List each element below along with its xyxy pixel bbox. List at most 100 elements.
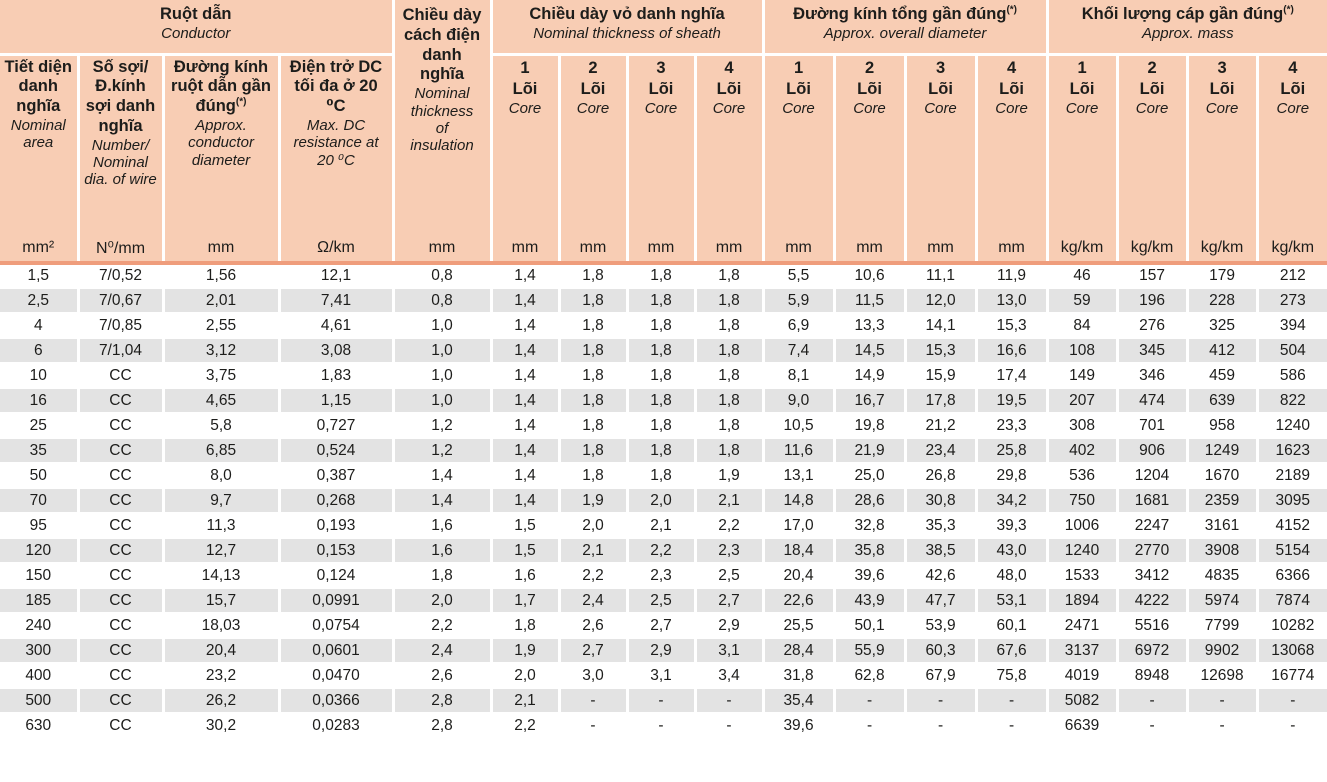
table-cell: 1,4: [489, 263, 559, 289]
core-col-header: 1 Lõi Core: [1045, 54, 1118, 234]
cable-specification-table: Ruột dẫn Conductor Chiều dày cách điện d…: [0, 0, 1327, 739]
table-cell: 400: [0, 663, 78, 689]
group-title-en: Nominal thickness of sheath: [533, 24, 721, 42]
table-cell: 639: [1185, 388, 1258, 414]
table-cell: 1,8: [693, 288, 764, 314]
core-col-header: 1 Lõi Core: [489, 54, 559, 234]
table-row: 6 7/1,04 3,12 3,08 1,0 1,4 1,8 1,8 1,8 7,4 14,5 15,…: [0, 338, 1327, 364]
table-cell: 1,8: [693, 313, 764, 339]
table-cell: 1,4: [489, 438, 559, 464]
table-cell: 504: [1255, 338, 1327, 364]
table-cell: 7874: [1255, 588, 1327, 614]
table-cell: 2,5: [0, 288, 78, 314]
table-row: 70 CC 9,7 0,268 1,4 1,4 1,9 2,0 2,1 14,8 28,6 30,8 3…: [0, 488, 1327, 514]
table-cell: 240: [0, 613, 78, 639]
table-cell: 21,2: [903, 413, 977, 439]
table-cell: 39,3: [974, 513, 1048, 539]
table-cell: 30,8: [903, 488, 977, 514]
table-cell: 394: [1255, 313, 1327, 339]
group-header-mass: Khối lượng cáp gần đúng(*) Approx. mass: [1045, 0, 1327, 56]
table-cell: 1,8: [625, 413, 695, 439]
table-cell: CC: [76, 688, 163, 714]
table-cell: 1894: [1045, 588, 1118, 614]
table-cell: 17,8: [903, 388, 977, 414]
table-cell: 6: [0, 338, 78, 364]
table-cell: 53,1: [974, 588, 1048, 614]
table-cell: 46: [1045, 263, 1118, 289]
group-header-row: Ruột dẫn Conductor Chiều dày cách điện d…: [0, 0, 1327, 234]
table-cell: 1,5: [489, 538, 559, 564]
table-cell: 1,8: [693, 388, 764, 414]
table-cell: 19,8: [832, 413, 906, 439]
table-cell: 149: [1045, 363, 1118, 389]
table-row: 25 CC 5,8 0,727 1,2 1,4 1,8 1,8 1,8 10,5 19,8 21,2 2…: [0, 413, 1327, 439]
core-label-en: Core: [1276, 100, 1310, 118]
table-cell: CC: [76, 613, 163, 639]
unit-cell: kg/km: [1045, 234, 1118, 265]
core-label-vi: Lõi: [857, 79, 882, 98]
table-cell: 4,65: [161, 388, 279, 414]
table-cell: 10: [0, 363, 78, 389]
table-cell: 11,5: [832, 288, 906, 314]
table-cell: 345: [1115, 338, 1188, 364]
table-cell: 35,4: [761, 688, 835, 714]
table-cell: 325: [1185, 313, 1258, 339]
table-cell: 25,0: [832, 463, 906, 489]
core-label-vi: Lõi: [580, 79, 606, 98]
table-cell: 0,8: [391, 263, 491, 289]
table-cell: 0,193: [277, 513, 393, 539]
table-cell: 60,1: [974, 613, 1048, 639]
table-cell: 1,4: [489, 363, 559, 389]
footnote-marker: (*): [1006, 4, 1018, 16]
table-cell: 3095: [1255, 488, 1327, 514]
table-cell: 15,7: [161, 588, 279, 614]
table-cell: 1,6: [391, 513, 491, 539]
table-cell: 7/0,52: [76, 263, 163, 289]
table-cell: 1,8: [693, 263, 764, 289]
footnote-marker: (*): [235, 96, 247, 108]
core-label-en: Core: [508, 100, 542, 118]
core-count-label: 1: [1077, 58, 1087, 77]
table-row: 16 CC 4,65 1,15 1,0 1,4 1,8 1,8 1,8 9,0 16,7 17,8 19…: [0, 388, 1327, 414]
table-cell: 1,8: [557, 263, 627, 289]
table-cell: 59: [1045, 288, 1118, 314]
table-cell: 0,0366: [277, 688, 393, 714]
table-cell: -: [1255, 688, 1327, 714]
table-cell: -: [693, 713, 764, 739]
table-cell: 21,9: [832, 438, 906, 464]
table-cell: 42,6: [903, 563, 977, 589]
table-cell: 8948: [1115, 663, 1188, 689]
table-cell: 17,4: [974, 363, 1048, 389]
table-cell: 1,9: [489, 638, 559, 664]
table-cell: 2,1: [693, 488, 764, 514]
table-cell: 179: [1185, 263, 1258, 289]
table-cell: 2,5: [625, 588, 695, 614]
table-cell: 1,8: [625, 438, 695, 464]
core-col-header: 3 Lõi Core: [1185, 54, 1258, 234]
table-cell: CC: [76, 538, 163, 564]
core-col-header: 4 Lõi Core: [974, 54, 1048, 234]
table-cell: 1,4: [391, 463, 491, 489]
table-cell: 18,03: [161, 613, 279, 639]
table-row: 95 CC 11,3 0,193 1,6 1,5 2,0 2,1 2,2 17,0 32,8 35,3…: [0, 513, 1327, 539]
table-cell: 459: [1185, 363, 1258, 389]
table-cell: -: [625, 713, 695, 739]
table-cell: 196: [1115, 288, 1188, 314]
table-cell: 0,153: [277, 538, 393, 564]
table-cell: 1204: [1115, 463, 1188, 489]
table-cell: 958: [1185, 413, 1258, 439]
table-cell: 1,8: [489, 613, 559, 639]
core-label-en: Core: [782, 100, 815, 118]
table-cell: 2,8: [391, 713, 491, 739]
table-cell: 0,8: [391, 288, 491, 314]
table-cell: 5082: [1045, 688, 1118, 714]
table-cell: 11,9: [974, 263, 1048, 289]
core-label-vi: Lõi: [928, 79, 953, 98]
table-cell: 1240: [1255, 413, 1327, 439]
group-title-vi: Khối lượng cáp gần đúng(*): [1081, 4, 1294, 23]
core-label-vi: Lõi: [512, 79, 538, 98]
table-cell: 1,9: [557, 488, 627, 514]
table-cell: CC: [76, 488, 163, 514]
unit-cell: mm: [832, 234, 906, 265]
